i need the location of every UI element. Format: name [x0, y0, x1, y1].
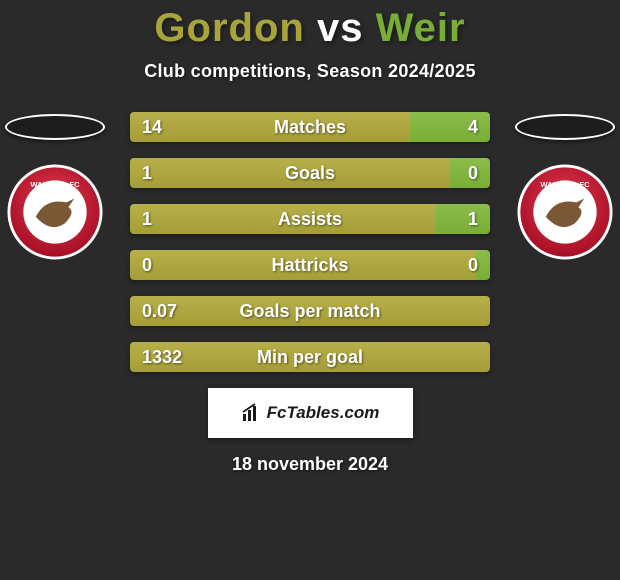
- right-side: WALSALL FC: [510, 112, 620, 260]
- title-player1: Gordon: [154, 6, 304, 50]
- watermark-badge: FcTables.com: [208, 388, 413, 438]
- player2-ellipse-icon: [515, 114, 615, 140]
- date-text: 18 november 2024: [0, 454, 620, 475]
- stat-row: 144Matches: [130, 112, 490, 142]
- stat-label: Goals per match: [130, 296, 490, 326]
- chart-icon: [241, 403, 261, 423]
- player1-ellipse-icon: [5, 114, 105, 140]
- stat-row: 11Assists: [130, 204, 490, 234]
- svg-text:WALSALL FC: WALSALL FC: [540, 180, 590, 189]
- page-title: Gordon vs Weir: [0, 0, 620, 51]
- stat-label: Min per goal: [130, 342, 490, 372]
- stat-row: 00Hattricks: [130, 250, 490, 280]
- subtitle: Club competitions, Season 2024/2025: [0, 61, 620, 82]
- content-area: WALSALL FC WALSALL FC 144Matches10Goals1…: [0, 112, 620, 475]
- stats-bars: 144Matches 10Goals 11Assists 00Hattricks 0.0…: [130, 112, 490, 372]
- title-player2: Weir: [376, 6, 466, 50]
- stat-label: Assists: [130, 204, 490, 234]
- watermark-text: FcTables.com: [267, 403, 380, 423]
- stat-label: Goals: [130, 158, 490, 188]
- player1-crest-icon: WALSALL FC: [7, 164, 103, 260]
- stat-row: 10Goals: [130, 158, 490, 188]
- stat-label: Matches: [130, 112, 490, 142]
- watermark-logo: FcTables.com: [241, 403, 380, 423]
- stat-label: Hattricks: [130, 250, 490, 280]
- stat-row: 0.07Goals per match: [130, 296, 490, 326]
- svg-text:WALSALL FC: WALSALL FC: [30, 180, 80, 189]
- left-side: WALSALL FC: [0, 112, 110, 260]
- player2-crest-icon: WALSALL FC: [517, 164, 613, 260]
- title-vs: vs: [317, 6, 364, 50]
- stat-row: 1332Min per goal: [130, 342, 490, 372]
